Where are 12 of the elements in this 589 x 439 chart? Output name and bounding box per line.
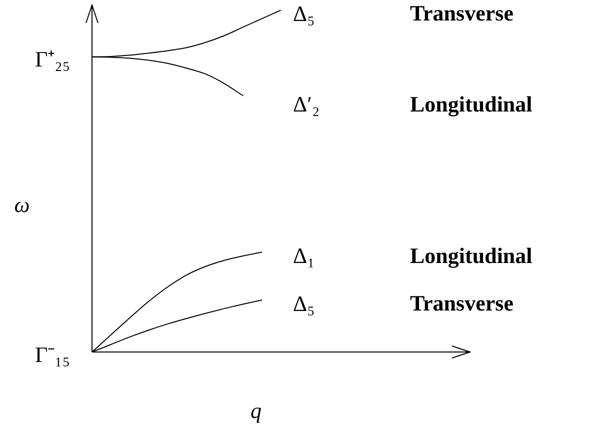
text: Γ⁻₁₅: [34, 342, 70, 367]
annotation: Longitudinal: [410, 242, 532, 268]
annotation: Transverse: [410, 290, 514, 316]
annotation: Transverse: [410, 0, 514, 26]
x-axis-title: q: [250, 398, 262, 423]
series-label: Δ₅: [293, 290, 315, 316]
series-label: Δ₅: [293, 0, 315, 26]
y-axis-title: ω: [14, 192, 30, 217]
text: Δ′₂: [293, 92, 320, 117]
annotation: Longitudinal: [410, 92, 532, 117]
text: Γ⁺₂₅: [34, 46, 70, 72]
series-label: Δ₁: [293, 242, 315, 268]
